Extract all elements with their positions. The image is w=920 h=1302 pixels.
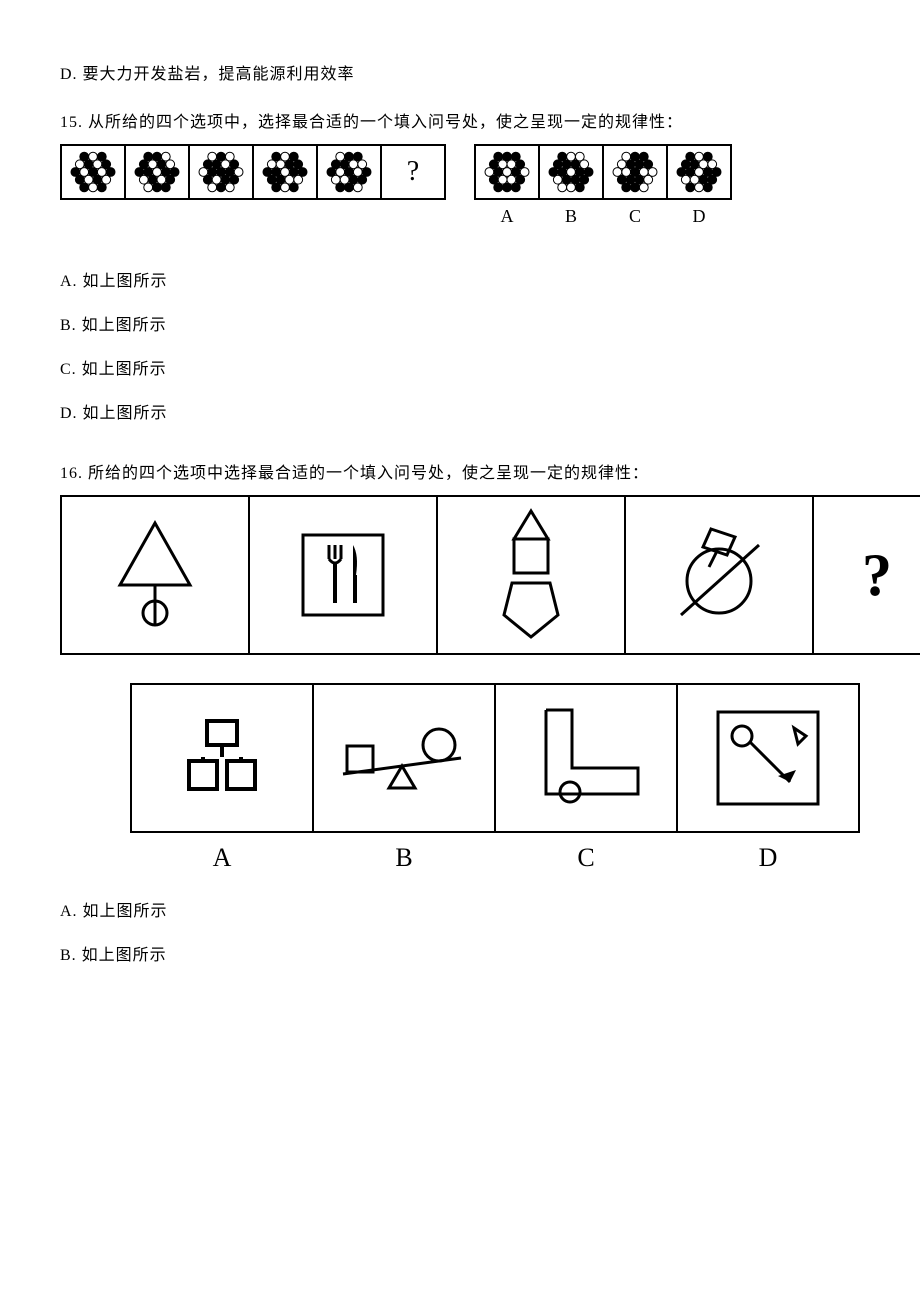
fork-knife-icon xyxy=(293,525,393,625)
l-shape-circle-icon xyxy=(516,698,656,818)
q15-ans-label-B: B xyxy=(538,206,604,227)
q16-seq-1 xyxy=(60,495,250,655)
q15-seq-cell-4 xyxy=(252,144,318,200)
q16-label-a: A xyxy=(130,843,314,873)
q15-ans-cell-A[interactable] xyxy=(474,144,540,200)
q15-seq-cell-5 xyxy=(316,144,382,200)
triangle-circle-icon xyxy=(100,515,210,635)
q15-seq-cell-1 xyxy=(60,144,126,200)
q15-ans-cell-B[interactable] xyxy=(538,144,604,200)
q16-seq-5-question: ? xyxy=(812,495,920,655)
q15-seq-cell-2 xyxy=(124,144,190,200)
q15-option-a[interactable]: A. 如上图所示 xyxy=(60,267,860,291)
q16-ans-a[interactable] xyxy=(130,683,314,833)
q15-option-b[interactable]: B. 如上图所示 xyxy=(60,311,860,335)
q15-answers: ABCD xyxy=(474,144,732,227)
q15-ans-label-D: D xyxy=(666,206,732,227)
q15-seq-cell-3 xyxy=(188,144,254,200)
square-circle-arrow-icon xyxy=(698,698,838,818)
q15-figure-group: ? ABCD xyxy=(60,144,860,227)
q15-seq-question: ? xyxy=(380,144,446,200)
seesaw-icon xyxy=(329,708,479,808)
q16-option-a[interactable]: A. 如上图所示 xyxy=(60,897,860,921)
pin-character-icon xyxy=(167,703,277,813)
q16-ans-d[interactable] xyxy=(676,683,860,833)
q16-option-b[interactable]: B. 如上图所示 xyxy=(60,941,860,965)
q16-answer-labels: A B C D xyxy=(130,843,860,873)
q15-ans-cell-C[interactable] xyxy=(602,144,668,200)
q15-option-c[interactable]: C. 如上图所示 xyxy=(60,355,860,379)
q15-option-d[interactable]: D. 如上图所示 xyxy=(60,399,860,423)
rocket-shape-icon xyxy=(486,505,576,645)
q16-answer-row xyxy=(130,683,860,833)
q16-seq-3 xyxy=(436,495,626,655)
q15-ans-label-A: A xyxy=(474,206,540,227)
q15-sequence: ? xyxy=(60,144,446,206)
q16-stem: 16. 所给的四个选项中选择最合适的一个填入问号处，使之呈现一定的规律性： xyxy=(60,459,860,483)
question-mark-icon: ? xyxy=(842,541,892,610)
q16-seq-2 xyxy=(248,495,438,655)
q15-ans-cell-D[interactable] xyxy=(666,144,732,200)
q16-label-b: B xyxy=(312,843,496,873)
q15-ans-label-C: C xyxy=(602,206,668,227)
q16-ans-b[interactable] xyxy=(312,683,496,833)
q16-ans-c[interactable] xyxy=(494,683,678,833)
arrow-circle-slash-icon xyxy=(659,515,779,635)
q16-label-d: D xyxy=(676,843,860,873)
q16-seq-4 xyxy=(624,495,814,655)
prev-option-d: D. 要大力开发盐岩，提高能源利用效率 xyxy=(60,60,860,84)
q16-sequence-row: ? xyxy=(60,495,920,655)
q15-stem: 15. 从所给的四个选项中，选择最合适的一个填入问号处，使之呈现一定的规律性： xyxy=(60,108,860,132)
q16-label-c: C xyxy=(494,843,678,873)
